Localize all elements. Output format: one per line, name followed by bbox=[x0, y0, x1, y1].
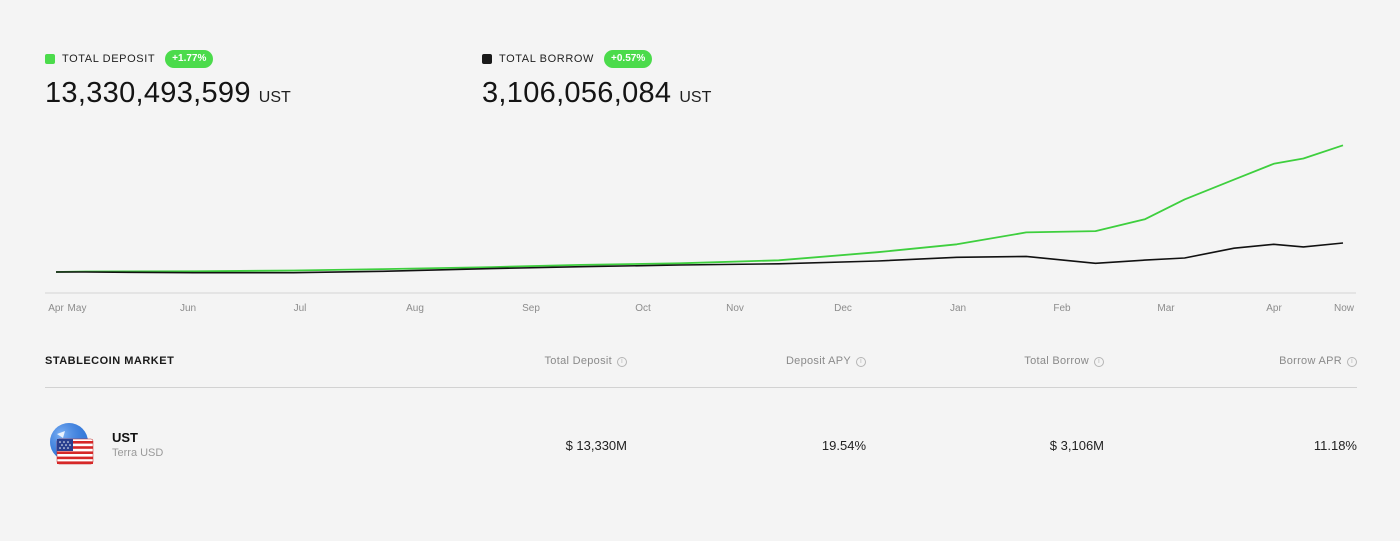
x-tick-label: Now bbox=[1334, 303, 1355, 314]
total-borrow-label: TOTAL BORROW bbox=[499, 53, 595, 65]
column-deposit-apy[interactable]: Deposit APY i bbox=[786, 355, 866, 367]
x-tick-label: Oct bbox=[635, 303, 651, 314]
column-borrow-apr[interactable]: Borrow APR i bbox=[1279, 355, 1357, 367]
cell-deposit-apy: 19.54% bbox=[821, 438, 866, 453]
deposit-legend-swatch bbox=[45, 54, 55, 64]
total-borrow-stat: TOTAL BORROW +0.57% 3,106,056,084 UST bbox=[482, 50, 711, 110]
borrow-legend-swatch bbox=[482, 54, 492, 64]
market-title: STABLECOIN MARKET bbox=[45, 355, 175, 367]
info-icon[interactable]: i bbox=[617, 357, 627, 367]
x-tick-label: Apr bbox=[1266, 303, 1282, 314]
x-tick-label: Jan bbox=[950, 303, 966, 314]
deposit-borrow-chart: Apr May Jun Jul Aug Sep Oct Nov Dec Jan Feb Mar Apr N… bbox=[45, 144, 1356, 314]
x-tick-label: Dec bbox=[834, 303, 852, 314]
total-borrow-unit: UST bbox=[679, 89, 712, 106]
borrow-change-badge: +0.57% bbox=[604, 50, 653, 68]
coin-symbol: UST bbox=[112, 430, 138, 445]
total-deposit-label: TOTAL DEPOSIT bbox=[62, 53, 156, 65]
total-deposit-unit: UST bbox=[258, 89, 291, 106]
cell-total-deposit: $ 13,330M bbox=[565, 438, 627, 453]
x-tick-label: Sep bbox=[522, 303, 540, 314]
x-tick-label: Jul bbox=[294, 303, 307, 314]
x-tick-label: Jun bbox=[180, 303, 196, 314]
total-deposit-value: 13,330,493,599 bbox=[45, 77, 251, 109]
coin-name: Terra USD bbox=[112, 447, 164, 459]
info-icon[interactable]: i bbox=[1347, 357, 1357, 367]
deposit-series-line bbox=[55, 144, 1344, 273]
deposit-change-badge: +1.77% bbox=[165, 50, 214, 68]
x-tick-label: Mar bbox=[1157, 303, 1175, 314]
table-row[interactable]: UST Terra USD $ 13,330M 19.54% $ 3,106M … bbox=[45, 420, 1357, 470]
borrow-series-line bbox=[56, 242, 1344, 274]
total-deposit-stat: TOTAL DEPOSIT +1.77% 13,330,493,599 UST bbox=[45, 50, 291, 110]
x-tick-label: May bbox=[68, 303, 87, 314]
x-tick-label: Nov bbox=[726, 303, 744, 314]
market-divider bbox=[45, 387, 1357, 388]
market-header: STABLECOIN MARKET Total Deposit i Deposit… bbox=[45, 350, 1357, 372]
column-total-deposit[interactable]: Total Deposit i bbox=[545, 355, 627, 367]
column-total-borrow[interactable]: Total Borrow i bbox=[1024, 355, 1104, 367]
x-tick-label: Feb bbox=[1053, 303, 1071, 314]
ust-logo-icon bbox=[50, 423, 94, 465]
total-borrow-value: 3,106,056,084 bbox=[482, 77, 672, 109]
info-icon[interactable]: i bbox=[1094, 357, 1104, 367]
x-tick-label: Aug bbox=[406, 303, 424, 314]
x-tick-label: Apr bbox=[48, 303, 64, 314]
info-icon[interactable]: i bbox=[856, 357, 866, 367]
cell-total-borrow: $ 3,106M bbox=[1049, 438, 1104, 453]
cell-borrow-apr: 11.18% bbox=[1313, 438, 1357, 453]
